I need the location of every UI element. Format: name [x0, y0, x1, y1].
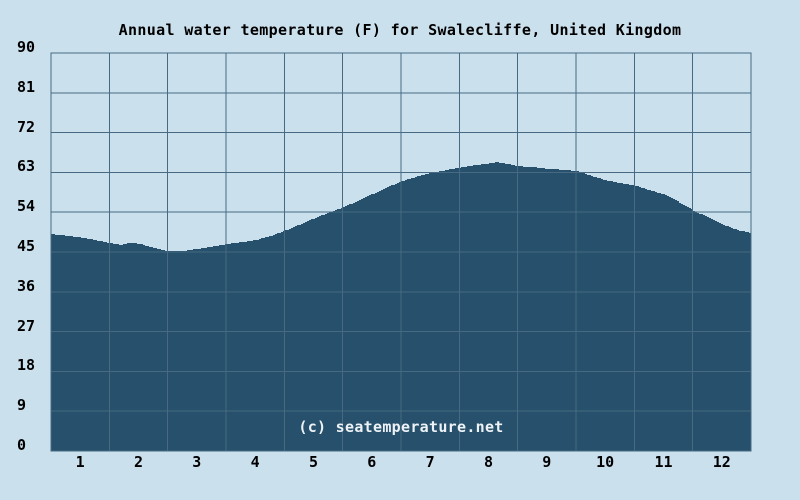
x-tick-label: 2	[133, 453, 143, 471]
watermark: (c) seatemperature.net	[298, 418, 504, 436]
y-tick-label: 45	[17, 237, 36, 255]
y-tick-label: 90	[17, 38, 36, 56]
y-tick-label: 0	[17, 436, 27, 454]
y-tick-label: 18	[17, 356, 36, 375]
plot-border	[50, 52, 752, 452]
chart-title: Annual water temperature (F) for Swalecl…	[118, 21, 682, 39]
y-tick-label: 54	[17, 197, 36, 216]
x-tick-label: 10	[596, 453, 615, 471]
y-tick-label: 27	[17, 316, 36, 335]
x-tick-label: 3	[192, 453, 202, 471]
x-tick-label: 11	[654, 453, 673, 471]
x-tick-label: 9	[542, 453, 552, 471]
x-tick-label: 1	[75, 453, 85, 471]
y-tick-label: 63	[17, 157, 36, 176]
y-tick-label: 72	[17, 117, 36, 136]
x-tick-label: 12	[712, 453, 731, 471]
y-tick-label: 9	[17, 396, 27, 415]
x-tick-label: 5	[308, 453, 318, 471]
x-tick-label: 7	[425, 453, 435, 471]
x-tick-label: 8	[483, 453, 493, 471]
y-tick-label: 81	[17, 77, 36, 96]
x-tick-label: 4	[250, 453, 260, 471]
y-tick-label: 36	[17, 276, 36, 295]
x-tick-label: 6	[367, 453, 377, 471]
